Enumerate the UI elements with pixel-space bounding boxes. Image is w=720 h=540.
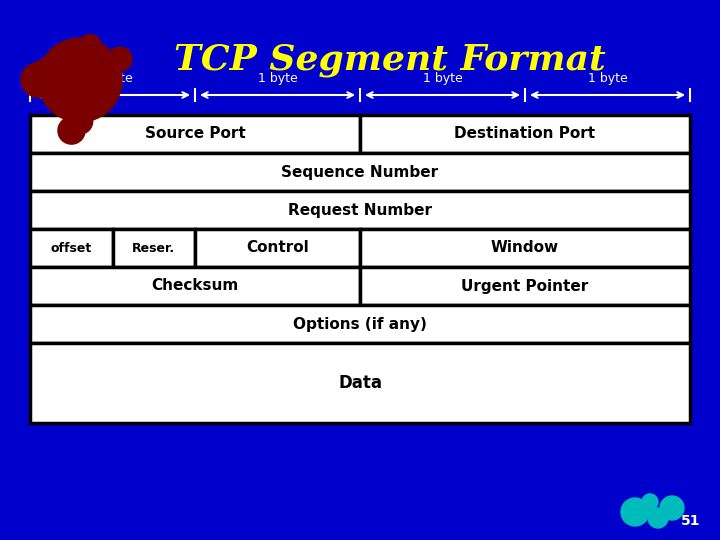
Circle shape [108, 47, 132, 71]
Bar [30, 153, 690, 191]
Bar [30, 229, 112, 267]
Text: Source Port: Source Port [145, 126, 246, 141]
Circle shape [78, 35, 102, 57]
Text: 1 byte: 1 byte [423, 72, 462, 85]
Bar [360, 229, 690, 267]
Circle shape [21, 63, 55, 97]
Bar [30, 343, 690, 423]
Bar [30, 267, 360, 305]
Circle shape [48, 70, 68, 90]
Bar [360, 115, 690, 153]
Circle shape [648, 508, 668, 528]
Text: Options (if any): Options (if any) [293, 316, 427, 332]
Text: offset: offset [50, 241, 92, 254]
Text: Sequence Number: Sequence Number [282, 165, 438, 179]
Bar [30, 191, 690, 229]
Text: 1 byte: 1 byte [258, 72, 297, 85]
Text: Destination Port: Destination Port [454, 126, 595, 141]
Circle shape [660, 496, 684, 520]
Circle shape [38, 38, 122, 122]
Text: 1 byte: 1 byte [588, 72, 627, 85]
Bar [30, 115, 360, 153]
Circle shape [68, 109, 93, 134]
Text: TCP Segment Format: TCP Segment Format [174, 43, 606, 77]
Text: Request Number: Request Number [288, 202, 432, 218]
Text: Window: Window [491, 240, 559, 255]
Bar [112, 229, 195, 267]
Circle shape [92, 75, 120, 102]
Text: Reser.: Reser. [132, 241, 175, 254]
Text: Data: Data [338, 374, 382, 392]
Circle shape [31, 58, 66, 93]
Circle shape [642, 494, 658, 510]
Text: 51: 51 [680, 514, 700, 528]
Bar [195, 229, 360, 267]
Text: Checksum: Checksum [151, 279, 238, 294]
Text: Urgent Pointer: Urgent Pointer [462, 279, 589, 294]
Bar [30, 305, 690, 343]
Circle shape [84, 75, 113, 103]
Circle shape [87, 80, 114, 106]
Circle shape [621, 498, 649, 526]
Circle shape [54, 55, 74, 75]
Text: Control: Control [246, 240, 309, 255]
Text: 1 byte: 1 byte [93, 72, 132, 85]
Circle shape [90, 82, 115, 107]
Bar [360, 267, 690, 305]
Circle shape [58, 117, 85, 144]
